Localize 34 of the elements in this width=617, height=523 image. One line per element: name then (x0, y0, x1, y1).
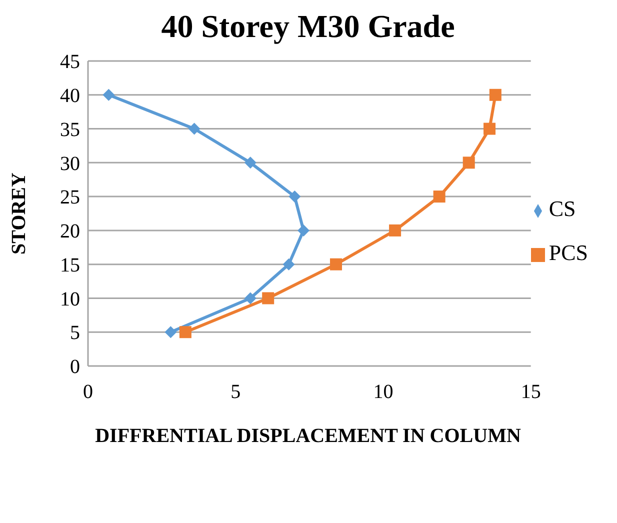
point (244, 156, 256, 169)
y-axis-title: STOREY (8, 172, 30, 254)
point (462, 156, 475, 169)
y-tick-label: 30 (60, 152, 80, 175)
x-axis-title: DIFFRENTIAL DISPLACEMENT IN COLUMN (94, 425, 522, 448)
point (298, 224, 310, 236)
point (188, 122, 200, 135)
y-tick-label: 10 (60, 288, 80, 310)
point (330, 258, 342, 270)
y-tick-label: 20 (60, 220, 80, 243)
y-tick-label: 45 (60, 51, 80, 74)
point (282, 258, 295, 270)
point (262, 292, 274, 304)
point (102, 88, 115, 101)
point (179, 326, 192, 338)
point (484, 122, 496, 135)
y-tick-label: 0 (70, 356, 80, 378)
point (489, 88, 502, 101)
y-tick-label: 40 (60, 84, 80, 107)
y-tick-label: 35 (60, 118, 80, 141)
y-tick-label: 25 (60, 186, 80, 209)
chart-title: 40 Storey M30 Grade (160, 8, 456, 45)
y-tick-label: 15 (60, 254, 80, 276)
legend-label: PCS (548, 240, 588, 265)
x-tick-label: 10 (373, 381, 394, 404)
x-tick-label: 15 (520, 381, 541, 404)
x-tick-label: 5 (230, 381, 241, 404)
point (433, 190, 446, 203)
legend-label: CS (548, 196, 576, 221)
point (164, 326, 177, 338)
point (389, 224, 402, 236)
y-tick-label: 5 (70, 322, 80, 344)
point (288, 190, 301, 203)
point (244, 292, 256, 304)
